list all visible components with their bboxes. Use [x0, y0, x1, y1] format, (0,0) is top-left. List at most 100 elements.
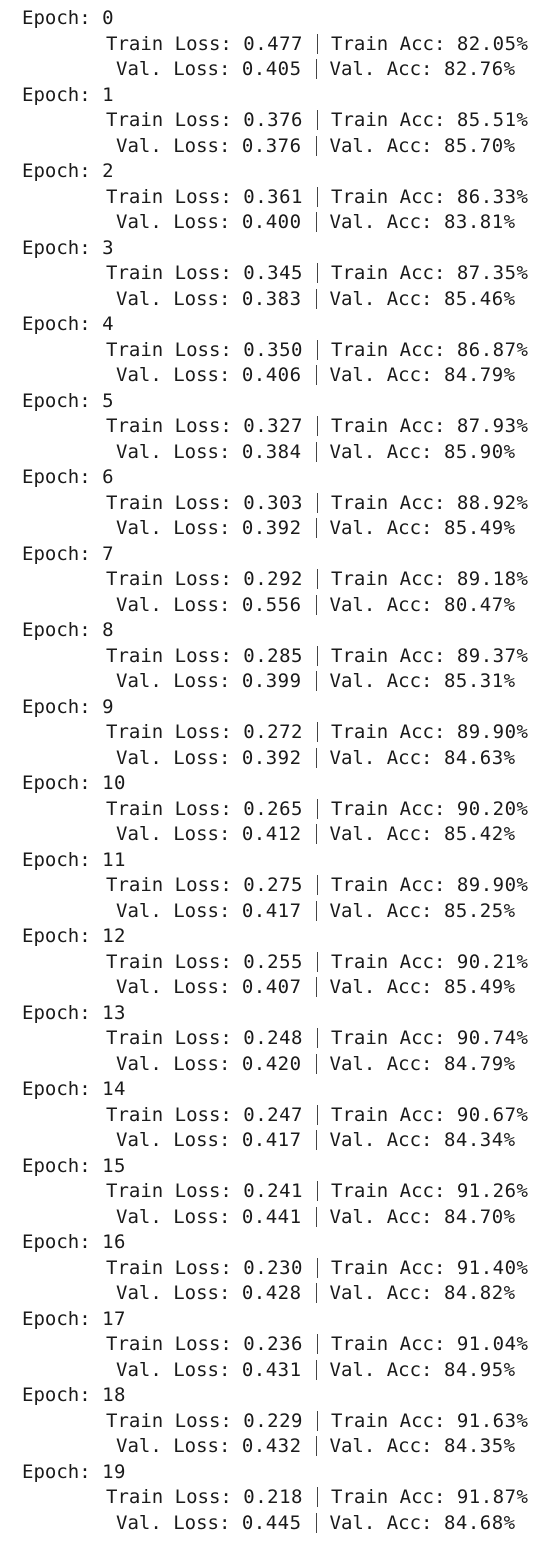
train-metrics-line: Train Loss: 0.350 Train Acc: 86.87%: [106, 338, 529, 361]
epoch-number: 3: [102, 236, 115, 259]
val-metrics-line: Val. Loss: 0.384 Val. Acc: 85.90%: [116, 441, 516, 462]
separator-bar: [317, 1257, 318, 1278]
train-loss-value: 0.229: [243, 1409, 303, 1432]
train-acc-value: 86.87%: [456, 338, 529, 361]
val-loss-value: 0.432: [241, 1435, 302, 1457]
val-acc-label: Val. Acc:: [329, 134, 433, 157]
val-acc-label: Val. Acc:: [329, 211, 433, 233]
epoch-number: 16: [102, 1231, 126, 1253]
separator-bar: [315, 518, 317, 538]
val-acc-label: Val. Acc:: [329, 1511, 433, 1534]
train-metrics-line: Train Loss: 0.255 Train Acc: 90.21%: [106, 950, 528, 973]
train-acc-value: 90.20%: [456, 797, 529, 820]
epoch-label: Epoch:: [22, 236, 91, 259]
epoch-label: Epoch:: [22, 619, 91, 641]
train-loss-value: 0.376: [243, 109, 303, 131]
val-acc-label: Val. Acc:: [329, 670, 433, 692]
val-acc-label: Val. Acc:: [329, 287, 433, 310]
train-loss-label: Train Loss:: [106, 950, 232, 973]
epoch-number: 6: [102, 466, 115, 488]
separator-bar: [317, 416, 318, 436]
separator-bar: [317, 1028, 318, 1048]
train-loss-value: 0.236: [243, 1333, 303, 1355]
train-metrics-line: Train Loss: 0.327 Train Acc: 87.93%: [106, 416, 528, 436]
val-metrics-line: Val. Loss: 0.431 Val. Acc: 84.95%: [116, 1358, 516, 1381]
train-loss-value: 0.265: [243, 797, 303, 820]
train-metrics-line: Train Loss: 0.241 Train Acc: 91.26%: [106, 1181, 528, 1201]
val-acc-label: Val. Acc:: [329, 976, 433, 998]
val-metrics-line: Val. Loss: 0.445 Val. Acc: 84.68%: [116, 1511, 516, 1534]
separator-bar: [317, 1181, 318, 1201]
train-metrics-line: Train Loss: 0.218 Train Acc: 91.87%: [106, 1487, 528, 1507]
train-loss-value: 0.248: [243, 1027, 303, 1049]
val-metrics-line: Val. Loss: 0.383 Val. Acc: 85.46%: [116, 287, 516, 310]
val-loss-label: Val. Loss:: [116, 823, 231, 845]
epoch-number: 5: [102, 389, 115, 412]
train-metrics-line: Train Loss: 0.236 Train Acc: 91.04%: [106, 1334, 528, 1354]
train-metrics-line: Train Loss: 0.477 Train Acc: 82.05%: [106, 32, 528, 55]
val-loss-value: 0.431: [241, 1358, 302, 1381]
train-loss-label: Train Loss:: [106, 338, 232, 361]
val-metrics-line: Val. Loss: 0.428 Val. Acc: 84.82%: [116, 1283, 516, 1303]
separator-bar: [317, 798, 318, 819]
train-acc-value: 86.33%: [456, 185, 529, 208]
train-metrics-line: Train Loss: 0.272 Train Acc: 89.90%: [106, 722, 528, 742]
val-loss-value: 0.392: [241, 517, 302, 539]
train-loss-value: 0.230: [243, 1256, 303, 1279]
train-loss-value: 0.218: [243, 1486, 303, 1508]
train-loss-value: 0.477: [243, 32, 303, 55]
train-loss-label: Train Loss:: [106, 568, 232, 590]
epoch-header: Epoch: 8: [22, 620, 114, 640]
epoch-number: 19: [102, 1460, 126, 1483]
train-loss-value: 0.303: [243, 491, 303, 514]
val-acc-value: 85.46%: [443, 287, 516, 310]
val-loss-label: Val. Loss:: [116, 746, 231, 769]
separator-bar: [315, 824, 317, 844]
train-loss-label: Train Loss:: [106, 185, 232, 208]
val-acc-value: 84.63%: [443, 746, 516, 769]
separator-bar: [315, 594, 317, 615]
train-loss-label: Train Loss:: [106, 644, 232, 667]
epoch-header: Epoch: 0: [22, 8, 114, 28]
val-acc-value: 80.47%: [443, 593, 516, 616]
separator-bar: [317, 1334, 318, 1354]
val-loss-value: 0.445: [241, 1511, 302, 1534]
val-metrics-line: Val. Loss: 0.399 Val. Acc: 85.31%: [116, 671, 516, 691]
epoch-header: Epoch: 19: [22, 1462, 126, 1482]
val-acc-value: 84.70%: [443, 1205, 516, 1228]
separator-bar: [317, 1410, 318, 1431]
val-loss-value: 0.417: [241, 899, 302, 922]
separator-bar: [317, 492, 318, 513]
epoch-header: Epoch: 3: [22, 238, 114, 258]
val-loss-label: Val. Loss:: [116, 593, 231, 616]
val-acc-label: Val. Acc:: [329, 899, 433, 922]
train-loss-value: 0.241: [243, 1180, 303, 1202]
separator-bar: [317, 110, 318, 130]
train-loss-label: Train Loss:: [106, 1027, 232, 1049]
train-acc-label: Train Acc:: [331, 338, 446, 361]
val-loss-value: 0.406: [241, 364, 302, 386]
epoch-number: 0: [102, 7, 115, 29]
epoch-label: Epoch:: [22, 1078, 91, 1100]
train-acc-value: 91.87%: [456, 1486, 529, 1508]
train-acc-value: 89.90%: [456, 874, 529, 896]
separator-bar: [317, 875, 318, 895]
train-loss-label: Train Loss:: [106, 1103, 232, 1126]
val-loss-value: 0.392: [241, 746, 302, 769]
val-metrics-line: Val. Loss: 0.412 Val. Acc: 85.42%: [116, 824, 516, 844]
val-acc-value: 84.95%: [443, 1358, 516, 1381]
separator-bar: [315, 288, 317, 309]
separator-bar: [315, 977, 317, 997]
epoch-number: 14: [102, 1078, 126, 1100]
train-acc-label: Train Acc:: [331, 109, 446, 131]
val-loss-label: Val. Loss:: [116, 364, 231, 386]
val-acc-value: 84.82%: [443, 1282, 516, 1304]
train-loss-value: 0.350: [243, 338, 303, 361]
val-loss-value: 0.399: [241, 670, 302, 692]
val-metrics-line: Val. Loss: 0.376 Val. Acc: 85.70%: [116, 134, 516, 157]
val-loss-label: Val. Loss:: [116, 670, 231, 692]
separator-bar: [315, 1436, 317, 1456]
epoch-label: Epoch:: [22, 160, 91, 182]
train-acc-label: Train Acc:: [331, 1027, 446, 1049]
